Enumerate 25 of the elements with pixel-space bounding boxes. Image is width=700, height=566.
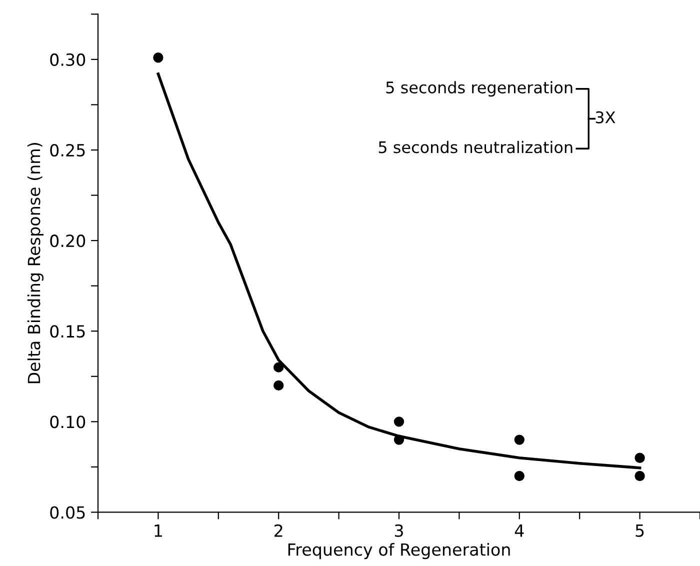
x-tick-label: 2	[274, 524, 282, 537]
x-tick-label: 4	[514, 524, 524, 537]
annotation: 5 seconds regeneration	[386, 81, 572, 97]
y-tick-label: 0.05	[50, 506, 85, 519]
point	[274, 362, 284, 372]
point	[394, 434, 404, 445]
x-axis-title: Frequency of Regeneration	[288, 542, 510, 560]
point	[274, 380, 284, 391]
x-tick-label: 1	[154, 524, 162, 537]
annotation: 5 seconds neutralization	[378, 140, 572, 154]
point	[514, 434, 524, 445]
y-tick-label: 0.25	[50, 144, 85, 157]
point	[153, 52, 164, 63]
point	[634, 470, 645, 482]
y-axis-title: Delta Binding Response (nm)	[27, 143, 44, 384]
point	[514, 470, 524, 482]
y-tick-label: 0.20	[50, 234, 86, 248]
y-tick-label: 0.15	[50, 325, 85, 338]
point	[634, 452, 645, 463]
point	[394, 416, 404, 427]
annotation: 3X	[596, 111, 616, 124]
y-tick-label: 0.30	[50, 53, 86, 66]
x-tick-label: 3	[394, 524, 403, 537]
y-tick-label: 0.10	[50, 416, 86, 428]
x-tick-label: 5	[636, 524, 644, 537]
